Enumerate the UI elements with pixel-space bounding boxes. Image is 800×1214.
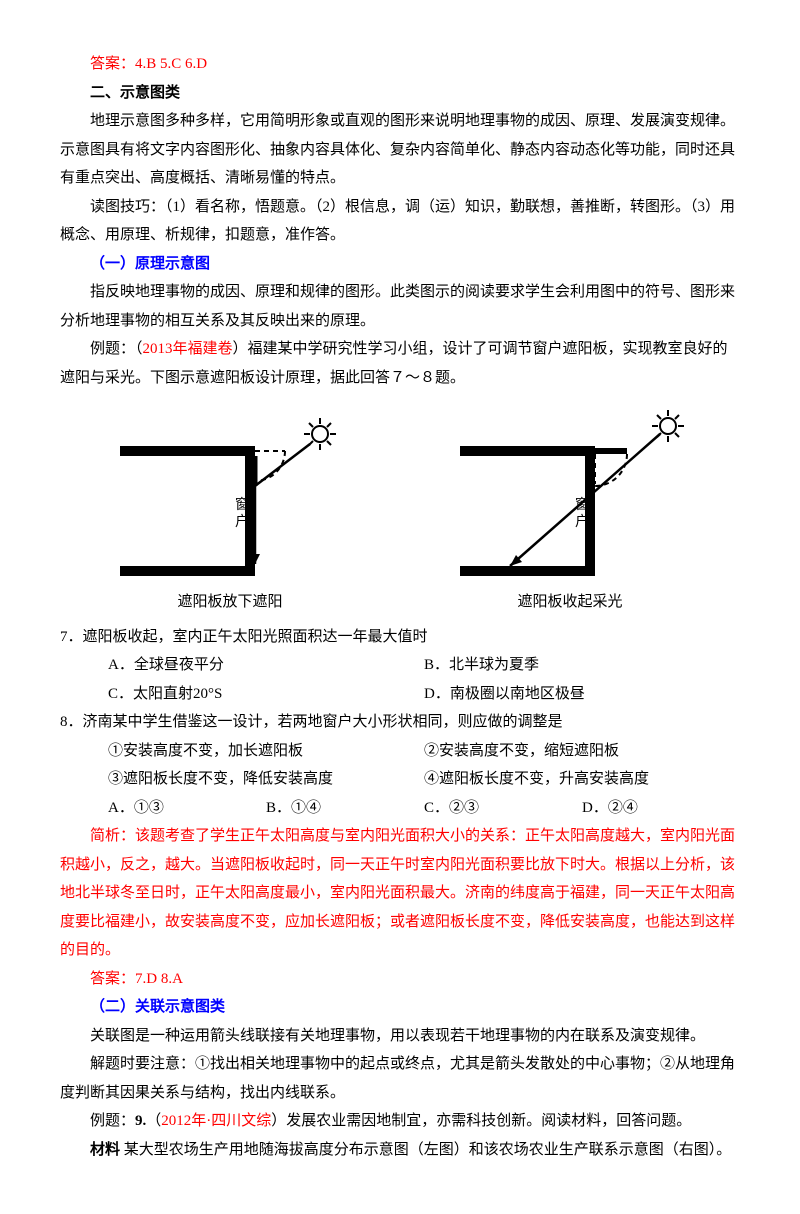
label-window-char1: 窗 [235, 496, 249, 513]
diagram-shade-up: 窗 户 [450, 404, 690, 584]
q8-opt-a: A．①③ [108, 794, 266, 823]
q8-sub-2: ②安装高度不变，缩短遮阳板 [424, 737, 740, 766]
para-intro-2: 读图技巧：（1）看名称，悟题意。（2）根信息，调（运）知识，勤联想，善推断，转图… [60, 193, 740, 250]
answer-line-2: 答案：7.D 8.A [60, 965, 740, 994]
label-window-char1b: 窗 [575, 496, 589, 513]
para-assoc-2: 解题时要注意：①找出相关地理事物中的起点或终点，尤其是箭头发散处的中心事物；②从… [60, 1050, 740, 1107]
para-principle-1: 指反映地理事物的成因、原理和规律的图形。此类图示的阅读要求学生会利用图中的符号、… [60, 278, 740, 335]
q7-opt-d: D．南极圈以南地区极昼 [424, 680, 740, 709]
para-material: 材料 某大型农场生产用地随海拔高度分布示意图（左图）和该农场农业生产联系示意图（… [60, 1136, 740, 1165]
diagram-shade-down: 窗 户 [110, 404, 350, 584]
answer-line-1: 答案：4.B 5.C 6.D [60, 50, 740, 79]
q8-sub-4: ④遮阳板长度不变，升高安装高度 [424, 765, 740, 794]
q7-options-row2: C．太阳直射20°S D．南极圈以南地区极昼 [108, 680, 740, 709]
example-source: 2013年福建卷 [143, 341, 233, 357]
q8-sub-1: ①安装高度不变，加长遮阳板 [108, 737, 424, 766]
q8-sub-3: ③遮阳板长度不变，降低安装高度 [108, 765, 424, 794]
heading-section-2: 二、示意图类 [60, 79, 740, 108]
ex2-num: 9. [135, 1113, 146, 1129]
q8-opt-d: D．②④ [582, 794, 740, 823]
para-example-1: 例题：（2013年福建卷）福建某中学研究性学习小组，设计了可调节窗户遮阳板，实现… [60, 335, 740, 392]
ex2-prefix: 例题： [90, 1113, 135, 1129]
heading-sub-2: （二）关联示意图类 [60, 993, 740, 1022]
diagram-right-cell: 窗 户 遮阳板收起采光 [450, 404, 690, 617]
ex2-body: ）发展农业需因地制宜，亦需科技创新。阅读材料，回答问题。 [271, 1113, 691, 1129]
q8-opt-b: B．①④ [266, 794, 424, 823]
q8-options: A．①③ B．①④ C．②③ D．②④ [108, 794, 740, 823]
analysis-para: 简析：该题考查了学生正午太阳高度与室内阳光面积大小的关系：正午太阳高度越大，室内… [60, 822, 740, 965]
question-8: 8．济南某中学生借鉴这一设计，若两地窗户大小形状相同，则应做的调整是 [60, 708, 740, 737]
heading-sub-1: （一）原理示意图 [60, 250, 740, 279]
caption-right: 遮阳板收起采光 [450, 588, 690, 617]
para-intro-1: 地理示意图多种多样，它用简明形象或直观的图形来说明地理事物的成因、原理、发展演变… [60, 107, 740, 193]
material-label: 材料 [90, 1142, 120, 1158]
q8-sub-row2: ③遮阳板长度不变，降低安装高度 ④遮阳板长度不变，升高安装高度 [108, 765, 740, 794]
q7-opt-c: C．太阳直射20°S [108, 680, 424, 709]
ex2-paren: （ [146, 1113, 161, 1129]
diagram-left-cell: 窗 户 遮阳板放下遮阳 [110, 404, 350, 617]
q8-opt-c: C．②③ [424, 794, 582, 823]
ex2-source: 2012年·四川文综 [161, 1113, 271, 1129]
para-assoc-1: 关联图是一种运用箭头线联接有关地理事物，用以表现若干地理事物的内在联系及演变规律… [60, 1022, 740, 1051]
q7-options-row1: A．全球昼夜平分 B．北半球为夏季 [108, 651, 740, 680]
caption-left: 遮阳板放下遮阳 [110, 588, 350, 617]
q7-opt-b: B．北半球为夏季 [424, 651, 740, 680]
label-window-char2: 户 [235, 513, 249, 530]
example-prefix: 例题：（ [90, 341, 143, 357]
para-example-2: 例题：9.（2012年·四川文综）发展农业需因地制宜，亦需科技创新。阅读材料，回… [60, 1107, 740, 1136]
q7-opt-a: A．全球昼夜平分 [108, 651, 424, 680]
material-body: 某大型农场生产用地随海拔高度分布示意图（左图）和该农场农业生产联系示意图（右图）… [120, 1142, 731, 1158]
diagram-row: 窗 户 遮阳板放下遮阳 窗 户 [60, 404, 740, 617]
q8-sub-row1: ①安装高度不变，加长遮阳板 ②安装高度不变，缩短遮阳板 [108, 737, 740, 766]
question-7: 7．遮阳板收起，室内正午太阳光照面积达一年最大值时 [60, 623, 740, 652]
label-window-char2b: 户 [575, 513, 589, 530]
